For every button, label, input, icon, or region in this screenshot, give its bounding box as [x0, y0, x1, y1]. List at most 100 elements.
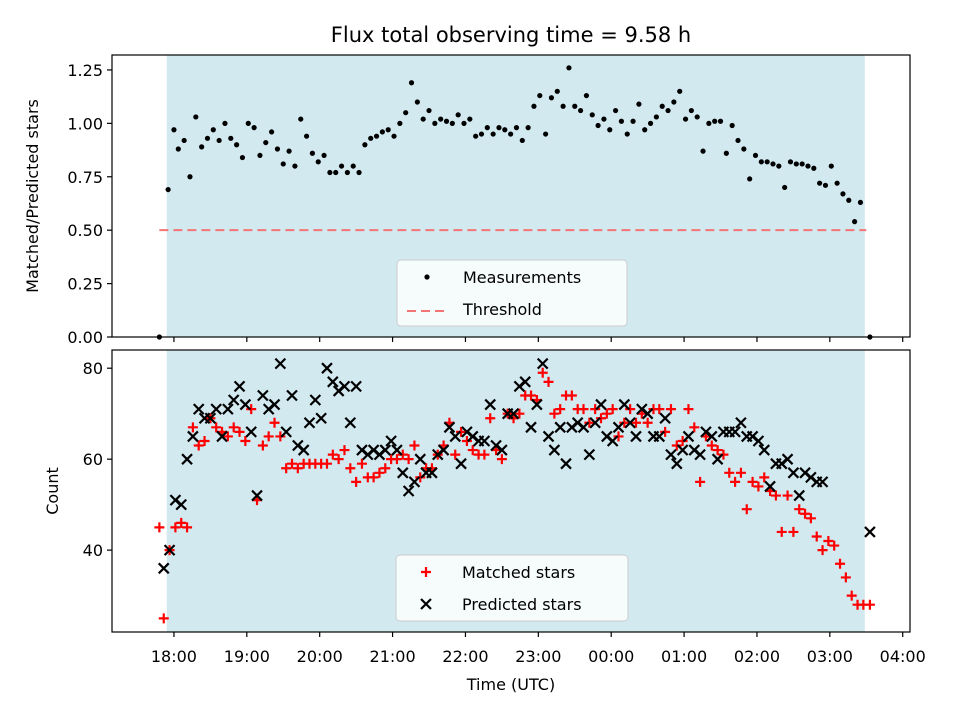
data-point	[525, 421, 537, 434]
data-point	[397, 120, 403, 126]
data-point	[449, 430, 462, 443]
y-tick-label: 0.00	[67, 328, 103, 347]
data-point	[351, 476, 362, 487]
data-point	[747, 476, 758, 487]
data-point	[350, 380, 362, 393]
data-point	[263, 139, 269, 146]
data-point	[811, 531, 822, 542]
data-point	[595, 122, 601, 129]
data-point	[560, 457, 572, 470]
y-tick-label: 40	[83, 541, 103, 560]
series-predicted-stars	[157, 357, 876, 575]
data-point	[269, 129, 275, 135]
legend-box	[395, 554, 629, 622]
data-point	[519, 376, 531, 388]
data-point	[677, 435, 688, 446]
data-point	[671, 440, 682, 451]
data-point	[682, 430, 695, 443]
data-point	[741, 504, 752, 515]
data-point	[449, 120, 455, 126]
data-point	[770, 490, 781, 501]
data-point	[467, 116, 473, 122]
data-point	[846, 197, 852, 203]
x-tick-label: 01:00	[661, 647, 707, 666]
data-point	[677, 88, 683, 94]
data-point	[210, 127, 216, 133]
data-point	[846, 590, 857, 601]
legend-label: Predicted stars	[462, 595, 582, 614]
data-point	[397, 449, 408, 460]
x-tick-label: 04:00	[880, 647, 926, 666]
data-point	[822, 182, 829, 188]
data-point	[583, 92, 590, 99]
data-point	[747, 176, 753, 182]
data-point	[257, 440, 268, 451]
data-point	[724, 467, 735, 478]
y-tick-label: 60	[83, 450, 103, 469]
data-point	[287, 458, 298, 469]
data-point	[455, 457, 467, 470]
data-point	[414, 453, 427, 465]
data-point	[793, 489, 806, 502]
axes-frame	[111, 349, 911, 633]
legend-label: Threshold	[462, 300, 542, 319]
data-point	[199, 144, 205, 150]
data-point	[548, 444, 561, 456]
data-point	[373, 133, 380, 139]
data-point	[211, 422, 222, 433]
data-point	[864, 526, 876, 538]
data-point	[793, 161, 799, 167]
data-point	[671, 99, 677, 105]
data-point	[589, 416, 601, 429]
data-point	[776, 163, 782, 169]
data-point	[694, 448, 706, 461]
x-tick-label: 23:00	[515, 647, 561, 666]
data-point	[764, 480, 776, 493]
data-point	[263, 431, 274, 442]
data-point	[333, 454, 344, 465]
data-point	[607, 127, 613, 133]
data-point	[478, 435, 491, 447]
data-point	[165, 186, 171, 193]
data-point	[187, 174, 193, 180]
data-point	[240, 435, 251, 446]
legend: Measurements Threshold	[396, 259, 628, 327]
data-point	[653, 114, 659, 120]
data-point	[339, 445, 350, 456]
data-point	[665, 107, 671, 114]
data-point	[864, 599, 875, 610]
data-point	[234, 142, 240, 148]
data-point	[485, 413, 496, 424]
data-point	[163, 544, 176, 556]
data-point	[811, 165, 817, 171]
data-point	[456, 426, 467, 437]
data-point	[385, 435, 397, 447]
data-point	[274, 146, 281, 152]
data-point	[484, 125, 490, 131]
data-point	[525, 125, 531, 131]
data-point	[723, 150, 729, 156]
data-point	[705, 430, 718, 443]
data-point	[193, 440, 204, 451]
data-point	[309, 150, 316, 156]
x-tick-label: 19:00	[224, 647, 270, 666]
data-point	[676, 444, 689, 456]
data-point	[665, 448, 677, 461]
data-point	[729, 426, 741, 438]
data-point	[182, 522, 193, 533]
data-point	[566, 390, 577, 401]
data-point	[659, 103, 665, 109]
data-point	[280, 426, 292, 438]
data-point	[601, 116, 607, 122]
data-point	[630, 118, 636, 124]
x-tick-label: 22:00	[442, 647, 488, 666]
data-point	[204, 412, 217, 425]
data-point	[758, 444, 771, 456]
data-point	[542, 430, 555, 443]
x-tick-label: 00:00	[588, 647, 634, 666]
data-point	[630, 417, 641, 428]
legend-marker-measurements	[424, 274, 430, 280]
data-point	[222, 120, 228, 126]
data-point	[752, 152, 759, 159]
data-point	[286, 389, 298, 402]
